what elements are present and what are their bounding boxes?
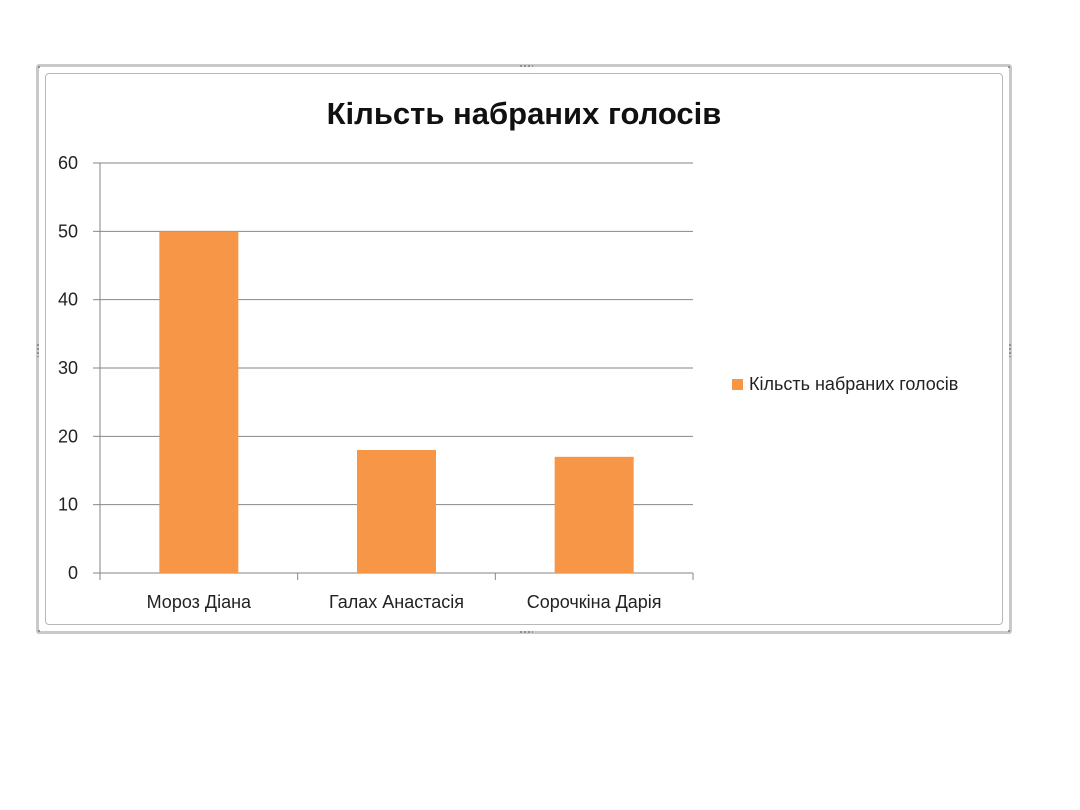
bar (159, 231, 239, 574)
chart-title: Кільсть набраних голосів (327, 96, 722, 131)
x-category-label: Сорочкіна Дарія (527, 592, 662, 612)
bar (357, 450, 436, 573)
y-tick-label: 10 (58, 495, 78, 515)
x-category-label: Галах Анастасія (329, 592, 464, 612)
legend-swatch (732, 379, 743, 390)
bars (159, 231, 634, 574)
resize-handle-left[interactable] (36, 343, 40, 357)
legend: Кільсть набраних голосів (732, 374, 958, 395)
resize-handle-bottom[interactable] (519, 630, 533, 634)
resize-handle-bottom-left[interactable] (37, 629, 41, 633)
bar (554, 456, 634, 573)
y-tick-label: 40 (58, 290, 78, 310)
resize-handle-top[interactable] (519, 64, 533, 68)
resize-handle-top-right[interactable] (1007, 65, 1011, 69)
resize-handle-bottom-right[interactable] (1007, 629, 1011, 633)
y-tick-label: 0 (68, 563, 78, 583)
chart-frame-inner (45, 73, 1003, 625)
x-category-label: Мороз Діана (147, 592, 252, 612)
resize-handle-top-left[interactable] (37, 65, 41, 69)
y-tick-label: 30 (58, 358, 78, 378)
y-tick-label: 20 (58, 426, 78, 446)
legend-label: Кільсть набраних голосів (749, 374, 959, 394)
axis-labels: 0 10 20 30 40 50 60 Мороз Діана Галах Анастасія С… (58, 153, 662, 612)
y-tick-label: 60 (58, 153, 78, 173)
resize-handle-right[interactable] (1008, 343, 1012, 357)
y-tick-label: 50 (58, 221, 78, 241)
